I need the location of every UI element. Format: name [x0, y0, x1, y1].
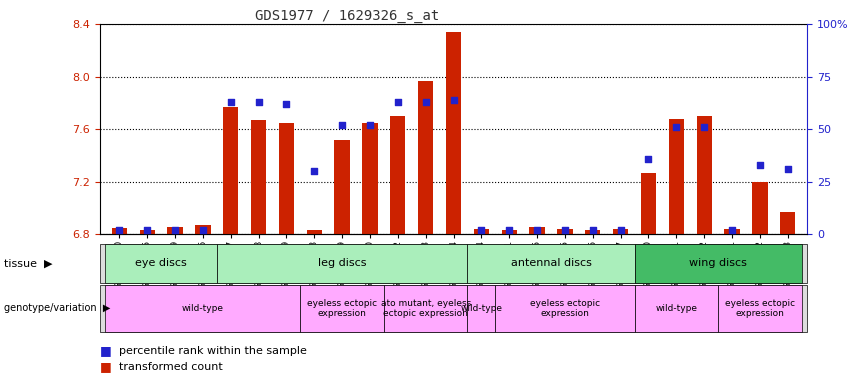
- Point: [781, 166, 795, 172]
- Text: ato mutant, eyeless
ectopic expression: ato mutant, eyeless ectopic expression: [380, 299, 470, 318]
- Text: ■: ■: [100, 360, 112, 373]
- Bar: [753, 182, 767, 234]
- Text: wild-type: wild-type: [655, 304, 697, 313]
- Bar: [613, 229, 628, 234]
- Point: [418, 99, 432, 105]
- Point: [503, 227, 516, 233]
- Text: GDS1977 / 1629326_s_at: GDS1977 / 1629326_s_at: [255, 9, 439, 23]
- Bar: [195, 225, 211, 234]
- Point: [168, 227, 182, 233]
- Point: [558, 227, 572, 233]
- Point: [641, 156, 655, 162]
- Bar: [668, 119, 684, 234]
- Text: genotype/variation  ▶: genotype/variation ▶: [4, 303, 111, 313]
- Bar: [641, 173, 656, 234]
- Bar: [279, 123, 294, 234]
- Text: eyeless ectopic
expression: eyeless ectopic expression: [725, 299, 795, 318]
- Bar: [557, 229, 573, 234]
- Point: [279, 101, 293, 107]
- Text: wild-type: wild-type: [182, 304, 224, 313]
- Bar: [168, 226, 182, 234]
- Text: tissue  ▶: tissue ▶: [4, 258, 53, 268]
- Bar: [251, 120, 266, 234]
- Point: [391, 99, 404, 105]
- Bar: [112, 228, 127, 234]
- Point: [446, 97, 460, 103]
- Point: [725, 227, 739, 233]
- Text: leg discs: leg discs: [318, 258, 366, 268]
- Point: [307, 168, 321, 174]
- Text: ■: ■: [100, 344, 112, 357]
- Point: [224, 99, 238, 105]
- Bar: [725, 229, 740, 234]
- Bar: [585, 231, 601, 234]
- Bar: [418, 81, 433, 234]
- Bar: [502, 231, 516, 234]
- Text: eyeless ectopic
expression: eyeless ectopic expression: [307, 299, 378, 318]
- Point: [475, 227, 489, 233]
- Bar: [223, 107, 239, 234]
- Bar: [780, 212, 795, 234]
- Point: [141, 227, 155, 233]
- Bar: [474, 229, 489, 234]
- Bar: [362, 123, 378, 234]
- Point: [363, 122, 377, 128]
- Point: [697, 124, 711, 130]
- Point: [586, 227, 600, 233]
- Point: [753, 162, 766, 168]
- Bar: [391, 116, 405, 234]
- Text: eye discs: eye discs: [135, 258, 187, 268]
- Text: antennal discs: antennal discs: [510, 258, 591, 268]
- Point: [335, 122, 349, 128]
- Bar: [696, 116, 712, 234]
- Bar: [529, 226, 545, 234]
- Text: transformed count: transformed count: [119, 362, 223, 372]
- Point: [252, 99, 266, 105]
- Bar: [334, 140, 350, 234]
- Text: eyeless ectopic
expression: eyeless ectopic expression: [529, 299, 600, 318]
- Point: [530, 227, 544, 233]
- Bar: [140, 231, 155, 234]
- Point: [112, 227, 126, 233]
- Bar: [306, 231, 322, 234]
- Point: [196, 227, 210, 233]
- Bar: [446, 32, 461, 234]
- Text: wing discs: wing discs: [689, 258, 747, 268]
- Text: percentile rank within the sample: percentile rank within the sample: [119, 346, 306, 355]
- Point: [614, 227, 628, 233]
- Point: [669, 124, 683, 130]
- Text: wild-type: wild-type: [460, 304, 503, 313]
